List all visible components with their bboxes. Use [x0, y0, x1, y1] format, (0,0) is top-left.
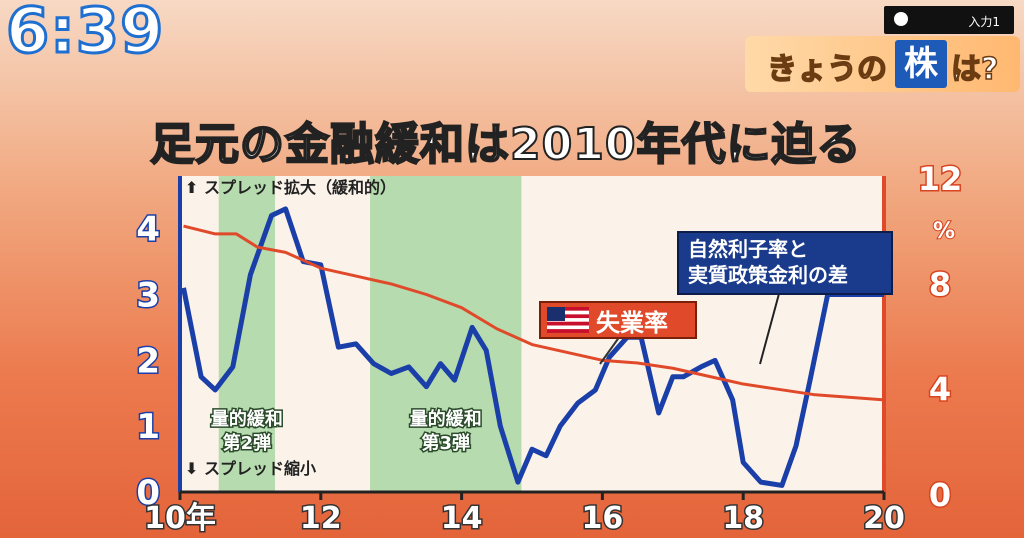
right-tick-label: 4	[929, 371, 951, 409]
unemployment-callout-pointer	[599, 335, 621, 365]
right-tick-label: 12	[918, 160, 963, 198]
us-flag-stripe	[547, 318, 589, 322]
spread-callout-label: 実質政策金利の差	[688, 263, 848, 287]
us-flag-canton	[547, 307, 565, 321]
unemployment-series-line	[183, 224, 885, 402]
us-flag-stripe	[547, 321, 589, 326]
left-tick-label: 4	[136, 210, 160, 250]
clock: 6:39	[4, 0, 165, 69]
us-flag-stripe	[547, 325, 589, 330]
input-badge: 入力1	[884, 6, 1014, 34]
x-tick-label: 10年	[144, 501, 216, 536]
unemployment-callout-label: 失業率	[596, 309, 668, 337]
spread-callout-box	[677, 231, 893, 295]
input-icon	[894, 12, 908, 26]
input-label: 入力1	[968, 15, 1000, 29]
x-tick-label: 14	[441, 501, 483, 536]
qe-band-label: 第3弾	[421, 432, 470, 454]
spread-callout-label: 自然利子率と	[688, 237, 808, 261]
right-tick-label: 0	[929, 476, 951, 514]
plot-area	[180, 176, 884, 492]
qe-band-label: 量的緩和	[211, 408, 283, 430]
left-tick-label: 2	[136, 341, 160, 381]
qe-band-3	[370, 176, 522, 492]
topic-highlight: 株	[895, 40, 947, 88]
x-tick-label: 18	[722, 501, 764, 536]
chart-title: 足元の金融緩和は2010年代に迫る	[149, 118, 862, 171]
right-tick-label: 8	[929, 265, 951, 303]
left-tick-label: 1	[136, 407, 160, 447]
qe-band-label: 量的緩和	[410, 408, 482, 430]
us-flag-icon	[547, 307, 589, 333]
us-flag-stripe	[547, 310, 589, 315]
topic-banner: きょうの 株 は?	[745, 36, 1020, 92]
x-tick-label: 16	[582, 501, 624, 536]
spread-callout-pointer	[759, 289, 781, 365]
x-tick-label: 20	[863, 501, 905, 536]
right-axis-unit: %	[933, 219, 955, 244]
qe-band-label: 第2弾	[223, 432, 272, 454]
us-flag-stripe	[547, 329, 589, 333]
x-tick-label: 12	[300, 501, 342, 536]
spread-widen-label: ⬆ スプレッド拡大（緩和的）	[185, 178, 396, 197]
spread-narrow-label: ⬇ スプレッド縮小	[185, 459, 316, 478]
left-tick-label: 3	[136, 276, 160, 316]
us-flag-stripe	[547, 314, 589, 319]
topic-prefix: きょうの	[766, 51, 888, 88]
us-flag-stripe	[547, 307, 589, 311]
left-tick-label: 0	[136, 473, 160, 513]
topic-suffix: は?	[950, 51, 999, 88]
